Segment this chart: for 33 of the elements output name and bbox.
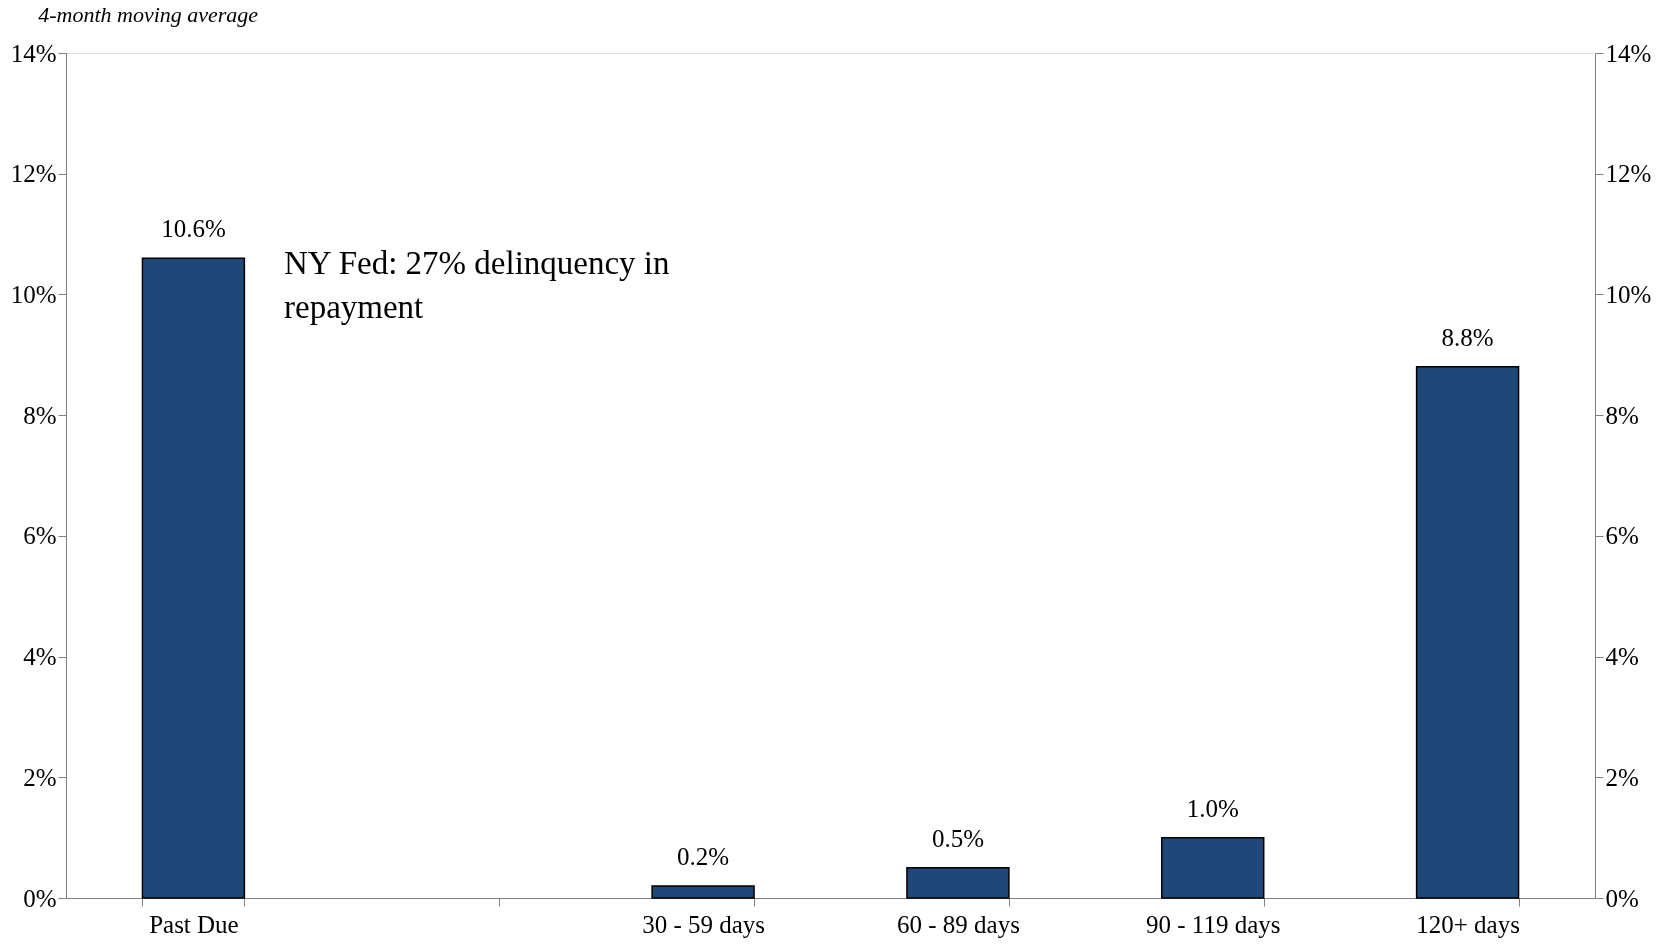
y2-tick-label: 10% xyxy=(1605,280,1652,308)
bar xyxy=(141,257,246,899)
y2-tick-label: 0% xyxy=(1605,884,1639,912)
y2-tick-label: 8% xyxy=(1605,401,1639,429)
bar xyxy=(1161,836,1265,899)
data-label: 8.8% xyxy=(1441,323,1494,351)
y2-tick-label: 12% xyxy=(1605,160,1652,188)
data-label: 10.6% xyxy=(161,215,226,243)
x-tick-label: 90 - 119 days xyxy=(1146,910,1281,938)
data-label: 0.5% xyxy=(931,824,984,852)
x-tick-label: 60 - 89 days xyxy=(896,910,1020,938)
bar xyxy=(651,885,755,899)
annotation: NY Fed: 27% delinquency in repayment xyxy=(284,245,670,325)
y-tick-label: 10% xyxy=(10,280,57,308)
y2-tick-label: 4% xyxy=(1605,643,1639,671)
x-tick-label: 120+ days xyxy=(1416,910,1520,938)
y-tick-label: 6% xyxy=(23,522,57,550)
bar xyxy=(1415,366,1520,899)
chart-subtitle: 4-month moving average xyxy=(38,2,259,27)
data-label: 1.0% xyxy=(1186,794,1239,822)
y2-tick-label: 2% xyxy=(1605,763,1639,791)
data-label: 0.2% xyxy=(677,842,730,870)
y-tick-label: 8% xyxy=(23,401,57,429)
y-tick-label: 4% xyxy=(23,643,57,671)
x-tick-label: 30 - 59 days xyxy=(642,910,766,938)
y-tick-label: 12% xyxy=(10,160,57,188)
y-tick-label: 2% xyxy=(23,763,57,791)
y-tick-label: 14% xyxy=(10,39,57,67)
x-tick-label: Past Due xyxy=(149,910,239,938)
bar xyxy=(906,867,1010,899)
y-tick-label: 0% xyxy=(23,884,57,912)
y2-tick-label: 6% xyxy=(1605,522,1639,550)
y2-tick-label: 14% xyxy=(1605,39,1652,67)
